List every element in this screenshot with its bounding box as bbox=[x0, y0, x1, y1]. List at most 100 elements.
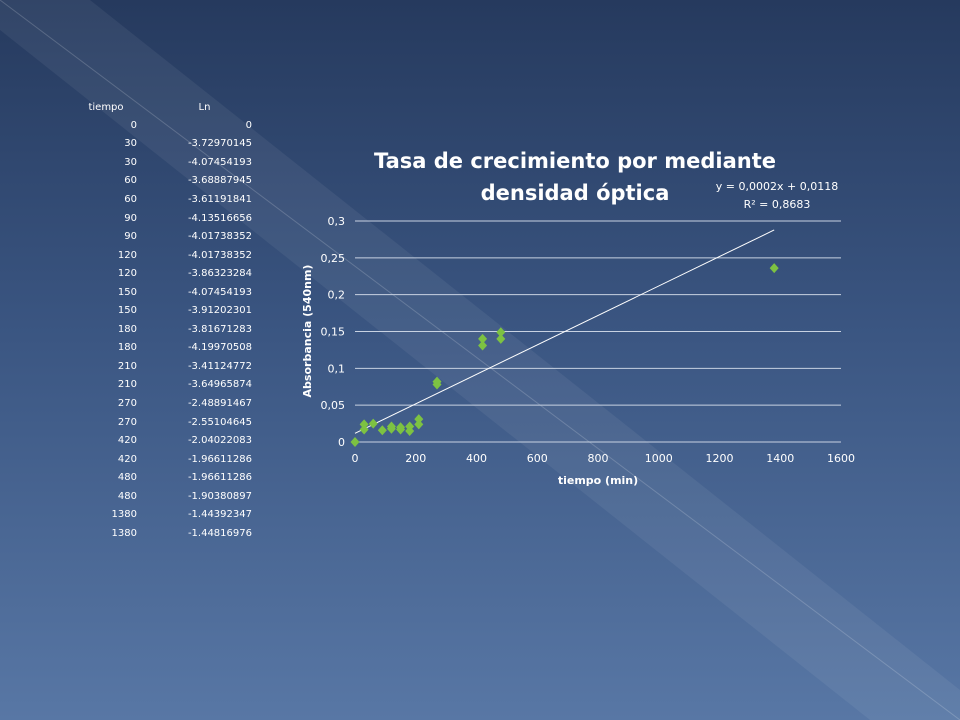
y-tick-label: 0,25 bbox=[321, 252, 346, 265]
table-row: 90 -4.01738352 bbox=[75, 227, 252, 246]
chart-title-line-1: Tasa de crecimiento por mediante bbox=[374, 149, 776, 173]
cell-tiempo: 120 bbox=[117, 268, 137, 280]
cell-tiempo: 120 bbox=[117, 249, 137, 261]
x-tick-label: 200 bbox=[405, 452, 426, 465]
cell-tiempo: 1380 bbox=[111, 527, 137, 539]
y-tick-label: 0,2 bbox=[328, 289, 346, 302]
cell-ln: 0 bbox=[245, 119, 252, 131]
y-tick-label: 0,3 bbox=[328, 215, 346, 228]
table-header-row: tiempo Ln bbox=[75, 98, 252, 116]
cell-ln: -2.55104645 bbox=[187, 416, 252, 428]
cell-ln: -4.01738352 bbox=[187, 231, 252, 243]
table-row: 270 -2.55104645 bbox=[75, 413, 252, 432]
cell-tiempo: 480 bbox=[117, 472, 137, 484]
cell-tiempo: 180 bbox=[117, 342, 137, 354]
cell-tiempo: 480 bbox=[117, 490, 137, 502]
cell-tiempo: 180 bbox=[117, 323, 137, 335]
cell-ln: -4.07454193 bbox=[187, 286, 252, 298]
y-axis-ticks: 0 0,05 0,1 0,15 0,2 0,25 0,3 bbox=[321, 215, 346, 449]
cell-tiempo: 90 bbox=[124, 231, 137, 243]
data-point bbox=[496, 333, 506, 344]
cell-ln: -1.44816976 bbox=[187, 527, 252, 539]
cell-tiempo: 1380 bbox=[111, 509, 137, 521]
cell-ln: -3.81671283 bbox=[187, 323, 252, 335]
data-point bbox=[478, 340, 488, 351]
x-tick-label: 800 bbox=[588, 452, 609, 465]
trendline bbox=[354, 229, 775, 434]
cell-tiempo: 270 bbox=[117, 397, 137, 409]
table-row: 150 -3.91202301 bbox=[75, 301, 252, 320]
table-row: 420 -1.96611286 bbox=[75, 450, 252, 469]
chart-title-line-2: densidad óptica bbox=[481, 181, 670, 205]
data-point bbox=[377, 425, 387, 436]
table-row: 210 -3.64965874 bbox=[75, 376, 252, 395]
cell-ln: -4.19970508 bbox=[187, 342, 252, 354]
cell-ln: -3.41124772 bbox=[187, 360, 252, 372]
x-tick-label: 1200 bbox=[706, 452, 734, 465]
x-axis-ticks: 0 200 400 600 800 1000 1200 1400 1600 bbox=[352, 452, 856, 465]
column-header-ln: Ln bbox=[198, 101, 211, 113]
cell-tiempo: 150 bbox=[117, 305, 137, 317]
cell-tiempo: 210 bbox=[117, 379, 137, 391]
cell-ln: -3.68887945 bbox=[187, 175, 252, 187]
cell-ln: -3.64965874 bbox=[187, 379, 252, 391]
data-point bbox=[769, 263, 779, 274]
cell-tiempo: 270 bbox=[117, 416, 137, 428]
data-point bbox=[432, 376, 442, 387]
table-row: 120 -4.01738352 bbox=[75, 246, 252, 265]
x-tick-label: 1400 bbox=[766, 452, 794, 465]
table-row: 90 -4.13516656 bbox=[75, 209, 252, 228]
table-row: 60 -3.61191841 bbox=[75, 190, 252, 209]
x-tick-label: 0 bbox=[352, 452, 359, 465]
cell-ln: -3.91202301 bbox=[187, 305, 252, 317]
y-tick-label: 0,15 bbox=[321, 326, 346, 339]
table-row: 270 -2.48891467 bbox=[75, 394, 252, 413]
table-row: 150 -4.07454193 bbox=[75, 283, 252, 302]
cell-tiempo: 210 bbox=[117, 360, 137, 372]
data-point bbox=[396, 422, 406, 433]
table-row: 180 -4.19970508 bbox=[75, 339, 252, 358]
cell-tiempo: 60 bbox=[124, 193, 137, 205]
data-point bbox=[350, 437, 360, 447]
x-tick-label: 600 bbox=[527, 452, 548, 465]
data-point bbox=[496, 327, 506, 338]
table-row: 30 -3.72970145 bbox=[75, 135, 252, 154]
cell-ln: -4.07454193 bbox=[187, 156, 252, 168]
cell-ln: -3.72970145 bbox=[187, 138, 252, 150]
data-point bbox=[368, 418, 378, 429]
table-row: 1380 -1.44816976 bbox=[75, 524, 252, 543]
column-header-tiempo: tiempo bbox=[88, 101, 124, 113]
x-axis-label: tiempo (min) bbox=[558, 474, 638, 487]
cell-ln: -1.96611286 bbox=[187, 472, 252, 484]
cell-ln: -4.13516656 bbox=[187, 212, 252, 224]
table-row: 180 -3.81671283 bbox=[75, 320, 252, 339]
cell-ln: -2.48891467 bbox=[187, 397, 252, 409]
y-axis-label: Absorbancia (540nm) bbox=[301, 265, 314, 398]
table-row: 30 -4.07454193 bbox=[75, 153, 252, 172]
cell-tiempo: 30 bbox=[124, 138, 137, 150]
x-tick-label: 400 bbox=[466, 452, 487, 465]
trendline-group bbox=[354, 229, 775, 434]
cell-tiempo: 90 bbox=[124, 212, 137, 224]
x-tick-label: 1600 bbox=[827, 452, 855, 465]
table-row: 420 -2.04022083 bbox=[75, 431, 252, 450]
y-tick-label: 0,05 bbox=[321, 399, 346, 412]
cell-ln: -3.86323284 bbox=[187, 268, 252, 280]
cell-ln: -3.61191841 bbox=[187, 193, 252, 205]
cell-tiempo: 150 bbox=[117, 286, 137, 298]
data-point bbox=[359, 419, 369, 430]
trendline-equation: y = 0,0002x + 0,0118 bbox=[716, 180, 838, 193]
cell-ln: -1.90380897 bbox=[187, 490, 252, 502]
table-row: 60 -3.68887945 bbox=[75, 172, 252, 191]
cell-tiempo: 60 bbox=[124, 175, 137, 187]
data-point bbox=[386, 421, 396, 432]
data-table: tiempo Ln 0 0 30 -3.72970145 30 -4.07454193 60… bbox=[75, 98, 252, 543]
trendline-r-squared: R² = 0,8683 bbox=[744, 198, 811, 211]
table-row: 1380 -1.44392347 bbox=[75, 505, 252, 524]
y-tick-label: 0,1 bbox=[328, 362, 346, 375]
data-point bbox=[414, 419, 424, 430]
